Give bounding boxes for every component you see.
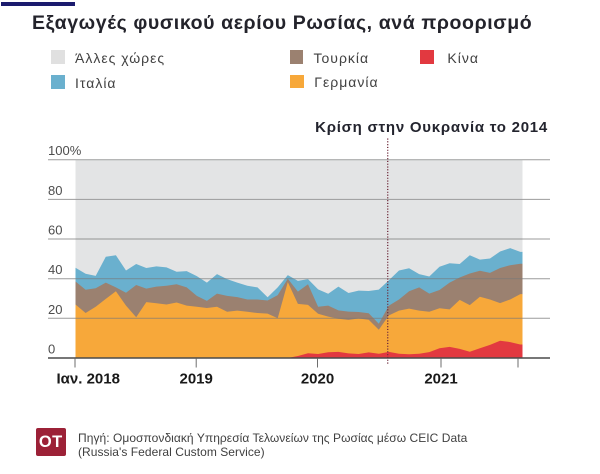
- svg-text:2020: 2020: [301, 371, 334, 388]
- svg-text:80: 80: [48, 183, 62, 198]
- svg-text:60: 60: [48, 223, 62, 238]
- svg-text:100%: 100%: [48, 143, 82, 158]
- svg-text:Ιαν. 2018: Ιαν. 2018: [57, 371, 120, 388]
- svg-text:2021: 2021: [424, 371, 457, 388]
- svg-text:40: 40: [48, 262, 62, 277]
- svg-text:Κρίση στην Ουκρανία το 2014: Κρίση στην Ουκρανία το 2014: [315, 119, 548, 136]
- svg-text:20: 20: [48, 302, 62, 317]
- svg-text:2019: 2019: [180, 371, 213, 388]
- svg-text:0: 0: [48, 342, 55, 357]
